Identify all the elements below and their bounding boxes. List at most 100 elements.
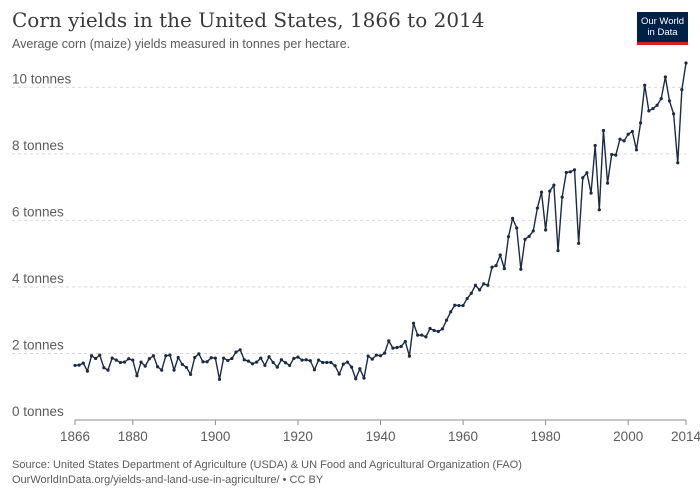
data-point[interactable] — [135, 374, 139, 378]
data-point[interactable] — [663, 75, 667, 79]
data-point[interactable] — [139, 360, 143, 364]
data-point[interactable] — [486, 283, 490, 287]
data-point[interactable] — [321, 360, 325, 365]
data-point[interactable] — [453, 303, 457, 307]
data-point[interactable] — [605, 181, 610, 185]
data-point[interactable] — [548, 189, 552, 193]
data-point[interactable] — [378, 354, 383, 358]
data-point[interactable] — [680, 88, 684, 92]
data-point[interactable] — [155, 365, 160, 369]
data-point[interactable] — [589, 191, 593, 195]
data-point[interactable] — [271, 360, 275, 365]
data-point[interactable] — [288, 363, 292, 368]
data-point[interactable] — [601, 128, 606, 133]
data-point[interactable] — [568, 170, 573, 174]
data-point[interactable] — [350, 365, 354, 369]
data-point[interactable] — [151, 354, 156, 358]
data-point[interactable] — [275, 365, 279, 369]
data-point[interactable] — [552, 183, 556, 187]
data-point[interactable] — [312, 368, 317, 372]
data-point[interactable] — [643, 83, 647, 87]
data-point[interactable] — [127, 357, 131, 361]
data-point[interactable] — [511, 216, 515, 220]
data-point[interactable] — [176, 355, 180, 360]
data-point[interactable] — [556, 249, 560, 253]
data-point[interactable] — [465, 296, 469, 301]
data-point[interactable] — [213, 356, 217, 360]
data-point[interactable] — [634, 148, 639, 152]
data-point[interactable] — [98, 353, 102, 357]
data-point[interactable] — [523, 237, 527, 241]
data-point[interactable] — [585, 171, 589, 175]
data-point[interactable] — [329, 360, 333, 365]
data-point[interactable] — [581, 176, 585, 180]
data-point[interactable] — [469, 291, 473, 295]
data-point[interactable] — [647, 109, 651, 113]
data-point[interactable] — [246, 359, 250, 363]
data-point[interactable] — [89, 354, 94, 358]
data-point[interactable] — [527, 234, 531, 238]
data-point[interactable] — [122, 360, 127, 364]
source-url[interactable]: OurWorldInData.org/yields-and-land-use-i… — [12, 474, 324, 486]
data-point[interactable] — [506, 235, 511, 239]
data-point[interactable] — [362, 376, 366, 380]
data-point[interactable] — [370, 357, 374, 361]
data-point[interactable] — [651, 106, 655, 111]
data-point[interactable] — [515, 226, 519, 230]
data-point[interactable] — [164, 354, 168, 358]
data-point[interactable] — [325, 360, 329, 365]
data-point[interactable] — [659, 96, 663, 101]
data-point[interactable] — [292, 356, 296, 361]
data-point[interactable] — [577, 241, 581, 245]
data-point[interactable] — [168, 353, 172, 357]
data-point[interactable] — [399, 344, 403, 349]
data-point[interactable] — [238, 348, 242, 352]
data-point[interactable] — [482, 282, 486, 286]
data-point[interactable] — [473, 283, 478, 287]
data-point[interactable] — [424, 335, 428, 339]
data-point[interactable] — [655, 103, 659, 107]
data-point[interactable] — [263, 363, 267, 368]
data-point[interactable] — [201, 360, 205, 364]
data-point[interactable] — [432, 328, 436, 333]
data-point[interactable] — [593, 143, 597, 148]
data-point[interactable] — [259, 356, 263, 360]
data-point[interactable] — [354, 377, 358, 381]
data-point[interactable] — [672, 112, 676, 116]
data-point[interactable] — [630, 129, 634, 134]
data-point[interactable] — [498, 253, 502, 257]
data-point[interactable] — [535, 206, 539, 210]
data-point[interactable] — [73, 363, 77, 368]
data-point[interactable] — [358, 367, 362, 371]
data-point[interactable] — [106, 368, 110, 372]
data-point[interactable] — [77, 363, 81, 367]
data-point[interactable] — [94, 356, 98, 361]
data-point[interactable] — [676, 161, 680, 165]
data-point[interactable] — [114, 358, 118, 362]
data-point[interactable] — [279, 358, 284, 362]
data-point[interactable] — [242, 358, 246, 362]
data-point[interactable] — [572, 168, 577, 172]
data-point[interactable] — [519, 267, 523, 271]
data-point[interactable] — [296, 355, 300, 359]
data-point[interactable] — [544, 228, 548, 232]
data-point[interactable] — [217, 377, 222, 382]
data-point[interactable] — [102, 366, 106, 370]
data-point[interactable] — [387, 339, 391, 343]
data-point[interactable] — [403, 339, 407, 344]
data-point[interactable] — [205, 360, 209, 364]
data-point[interactable] — [502, 267, 506, 271]
data-point[interactable] — [428, 326, 432, 331]
data-point[interactable] — [193, 355, 197, 360]
data-point[interactable] — [626, 132, 630, 136]
data-point[interactable] — [638, 121, 643, 125]
data-point[interactable] — [614, 153, 618, 157]
data-point[interactable] — [209, 356, 213, 360]
data-point[interactable] — [366, 354, 370, 358]
data-point[interactable] — [143, 364, 147, 368]
data-point[interactable] — [494, 264, 498, 268]
data-point[interactable] — [184, 365, 189, 370]
data-point[interactable] — [267, 355, 271, 359]
data-point[interactable] — [440, 327, 445, 331]
data-point[interactable] — [374, 353, 378, 357]
